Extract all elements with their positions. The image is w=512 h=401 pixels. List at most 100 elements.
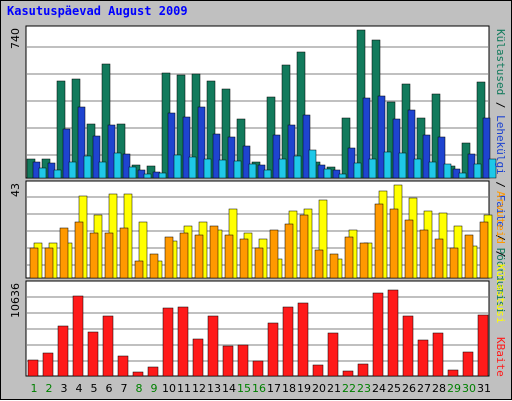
bar-kbaite-day-18 <box>282 306 294 377</box>
bar-faile-day-2 <box>53 169 62 179</box>
bar-faile-day-24 <box>383 151 392 179</box>
bar-lehekülgi-day-17 <box>272 134 281 179</box>
bar-kbaite-day-8 <box>132 371 144 377</box>
bar-kbaite-day-4 <box>72 295 84 377</box>
bar-lehekülgi-day-31 <box>482 117 491 179</box>
bar-arvuteid-day-12 <box>194 234 204 279</box>
bar-faile-day-9 <box>158 172 167 179</box>
bar-lehekülgi-day-5 <box>92 135 101 179</box>
bar-arvuteid-day-21 <box>329 253 339 279</box>
bar-kbaite-day-22 <box>342 370 354 377</box>
day-label-9: 9 <box>151 382 158 395</box>
bar-arvuteid-day-10 <box>164 236 174 279</box>
bar-lehekülgi-day-23 <box>362 97 371 179</box>
day-label-6: 6 <box>106 382 113 395</box>
bar-kbaite-day-5 <box>87 331 99 377</box>
bar-kbaite-day-14 <box>222 345 234 377</box>
bar-kbaite-day-17 <box>267 322 279 377</box>
bar-kbaite-day-12 <box>192 338 204 377</box>
bar-faile-day-4 <box>83 155 92 179</box>
ytick-mid: 43 <box>9 183 22 197</box>
legend-bottom: KBaite <box>494 337 507 377</box>
bar-faile-day-14 <box>233 160 242 179</box>
bar-kbaite-day-23 <box>357 363 369 377</box>
bar-faile-day-28 <box>443 163 452 179</box>
bar-kbaite-day-13 <box>207 315 219 377</box>
bar-arvuteid-day-30 <box>464 234 474 279</box>
ytick-bottom: 10636 <box>9 283 22 318</box>
bar-kbaite-day-6 <box>102 315 114 377</box>
bar-lehekülgi-day-15 <box>242 145 251 179</box>
bar-kbaite-day-7 <box>117 355 129 377</box>
bar-faile-day-25 <box>398 152 407 179</box>
day-label-20: 20 <box>312 382 326 395</box>
bar-lehekülgi-day-3 <box>62 128 71 179</box>
bar-lehekülgi-day-14 <box>227 136 236 179</box>
bar-arvuteid-day-27 <box>419 229 429 279</box>
chart-title: Kasutuspäevad August 2009 <box>7 4 188 18</box>
bar-faile-day-26 <box>413 158 422 179</box>
bar-lehekülgi-day-24 <box>377 95 386 179</box>
day-label-24: 24 <box>372 382 386 395</box>
bar-faile-day-1 <box>38 167 47 179</box>
day-label-16: 16 <box>252 382 266 395</box>
bar-lehekülgi-day-26 <box>407 109 416 179</box>
bar-arvuteid-day-22 <box>344 236 354 279</box>
bar-lehekülgi-day-10 <box>167 112 176 179</box>
bar-faile-day-15 <box>248 163 257 179</box>
day-label-14: 14 <box>222 382 236 395</box>
day-label-3: 3 <box>61 382 68 395</box>
bar-faile-day-20 <box>323 168 332 179</box>
bar-lehekülgi-day-4 <box>77 106 86 179</box>
bar-kbaite-day-19 <box>297 302 309 377</box>
bar-faile-day-23 <box>368 158 377 179</box>
bar-arvuteid-day-11 <box>179 232 189 279</box>
bar-faile-day-27 <box>428 161 437 179</box>
ytick-top: 740 <box>9 28 22 49</box>
bar-faile-day-12 <box>203 158 212 179</box>
bar-kbaite-day-21 <box>327 332 339 377</box>
day-label-7: 7 <box>121 382 128 395</box>
bar-kbaite-day-16 <box>252 360 264 377</box>
bar-faile-day-18 <box>293 155 302 179</box>
bar-arvuteid-day-14 <box>224 234 234 279</box>
bar-arvuteid-day-26 <box>404 219 414 279</box>
day-label-28: 28 <box>432 382 446 395</box>
bar-faile-day-5 <box>98 161 107 179</box>
day-label-22: 22 <box>342 382 356 395</box>
bar-arvuteid-day-28 <box>434 238 444 279</box>
day-label-26: 26 <box>402 382 416 395</box>
bar-faile-day-19 <box>308 149 317 179</box>
day-label-1: 1 <box>31 382 38 395</box>
day-label-12: 12 <box>192 382 206 395</box>
day-label-8: 8 <box>136 382 143 395</box>
bar-arvuteid-day-20 <box>314 249 324 279</box>
bar-arvuteid-day-7 <box>119 227 129 279</box>
bar-lehekülgi-day-19 <box>302 114 311 179</box>
day-label-29: 29 <box>447 382 461 395</box>
bar-kbaite-day-25 <box>387 289 399 377</box>
bar-arvuteid-day-4 <box>74 221 84 279</box>
bar-faile-day-21 <box>338 173 347 179</box>
bar-kbaite-day-2 <box>42 352 54 377</box>
day-label-5: 5 <box>91 382 98 395</box>
day-label-18: 18 <box>282 382 296 395</box>
bar-kbaite-day-27 <box>417 339 429 377</box>
bar-lehekülgi-day-12 <box>197 106 206 179</box>
bar-lehekülgi-day-27 <box>422 134 431 179</box>
bar-arvuteid-day-2 <box>44 247 54 279</box>
day-label-4: 4 <box>76 382 83 395</box>
bar-faile-day-17 <box>278 158 287 179</box>
bar-kbaite-day-15 <box>237 344 249 377</box>
bar-arvuteid-day-23 <box>359 242 369 279</box>
bar-lehekülgi-day-25 <box>392 118 401 179</box>
bar-lehekülgi-day-6 <box>107 124 116 179</box>
bar-kbaite-day-11 <box>177 306 189 377</box>
bar-arvuteid-day-17 <box>269 229 279 279</box>
bar-arvuteid-day-25 <box>389 208 399 279</box>
bar-faile-day-6 <box>113 152 122 179</box>
bar-lehekülgi-day-11 <box>182 116 191 179</box>
bar-faile-day-8 <box>143 173 152 179</box>
bar-arvuteid-day-9 <box>149 253 159 279</box>
bar-arvuteid-day-8 <box>134 260 144 279</box>
